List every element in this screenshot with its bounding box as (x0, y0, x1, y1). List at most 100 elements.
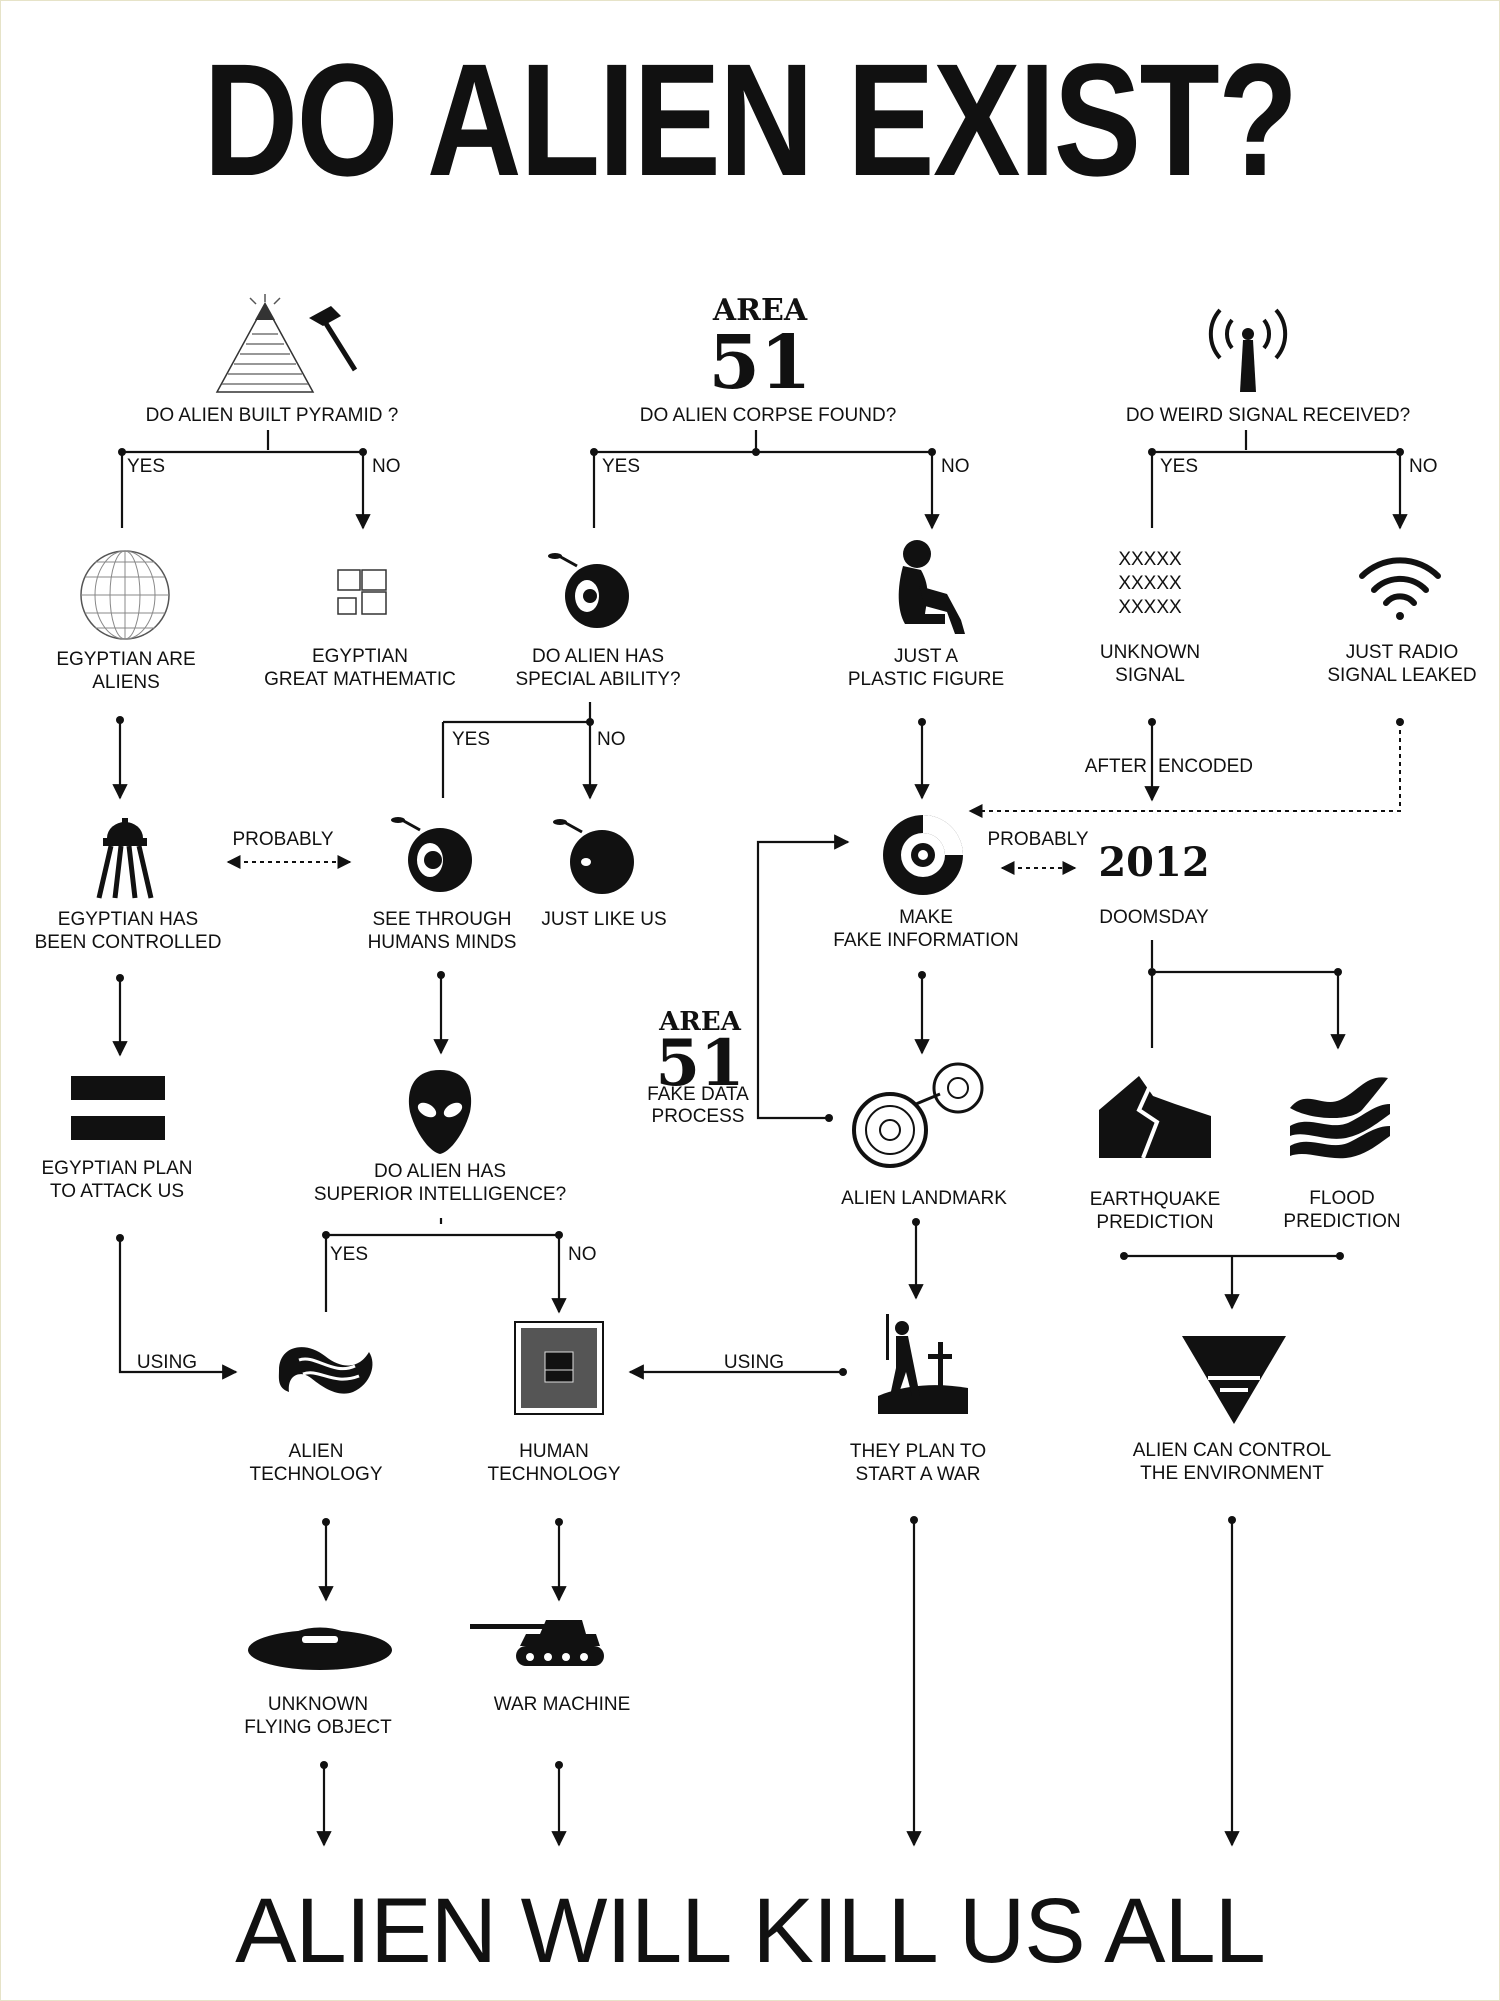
disc-icon (883, 815, 963, 895)
svg-text:YES: YES (1160, 456, 1198, 477)
svg-text:FLOOD: FLOOD (1309, 1188, 1374, 1209)
svg-text:PREDICTION: PREDICTION (1096, 1212, 1213, 1233)
svg-text:NO: NO (941, 456, 970, 477)
svg-text:SIGNAL LEAKED: SIGNAL LEAKED (1327, 665, 1476, 686)
connectors (112, 430, 1404, 1847)
svg-text:NO: NO (372, 456, 401, 477)
svg-text:FAKE DATA: FAKE DATA (647, 1084, 749, 1105)
pyramid-icon (215, 294, 315, 393)
question-pyramid: DO ALIEN BUILT PYRAMID ? (146, 405, 399, 426)
rings-icon (852, 1062, 984, 1168)
connector-pyramid (120, 430, 363, 528)
triangle-icon (1182, 1336, 1286, 1424)
svg-text:FAKE INFORMATION: FAKE INFORMATION (833, 930, 1018, 951)
wifi-icon (1359, 557, 1441, 620)
svg-text:EGYPTIAN: EGYPTIAN (312, 646, 408, 667)
connector-signal (1150, 430, 1400, 528)
svg-text:TECHNOLOGY: TECHNOLOGY (249, 1464, 382, 1485)
ufo-icon (248, 1627, 392, 1670)
svg-text:HUMAN: HUMAN (519, 1441, 589, 1462)
svg-text:PROBABLY: PROBABLY (232, 829, 333, 850)
svg-text:XXXXX: XXXXX (1118, 573, 1182, 594)
question-signal: DO WEIRD SIGNAL RECEIVED? (1126, 405, 1410, 426)
conclusion-text: ALIEN WILL KILL US ALL (235, 1880, 1266, 1982)
svg-text:ALIEN CAN CONTROL: ALIEN CAN CONTROL (1133, 1440, 1331, 1461)
year-2012: 2012 (1098, 839, 1209, 886)
area51-small-icon: AREA 51 (655, 1007, 744, 1101)
svg-text:UNKNOWN: UNKNOWN (268, 1694, 368, 1715)
svg-text:ALIENS: ALIENS (92, 672, 160, 693)
svg-text:PROBABLY: PROBABLY (987, 829, 1088, 850)
svg-text:USING: USING (137, 1352, 197, 1373)
svg-text:DOOMSDAY: DOOMSDAY (1099, 907, 1209, 928)
svg-text:SIGNAL: SIGNAL (1115, 665, 1185, 686)
connector-special (441, 702, 590, 798)
squares-icon (337, 569, 387, 615)
svg-text:XXXXX: XXXXX (1118, 549, 1182, 570)
svg-text:NO: NO (597, 729, 626, 750)
svg-text:FLYING OBJECT: FLYING OBJECT (244, 1717, 392, 1738)
svg-text:ALIEN LANDMARK: ALIEN LANDMARK (841, 1188, 1007, 1209)
svg-text:TO ATTACK US: TO ATTACK US (50, 1181, 184, 1202)
svg-text:AREA: AREA (712, 293, 808, 328)
svg-text:2012: 2012 (1098, 839, 1209, 886)
hammer-icon (309, 306, 358, 372)
svg-text:PLASTIC FIGURE: PLASTIC FIGURE (848, 669, 1004, 690)
alien-eye-icon (391, 817, 472, 892)
svg-text:EGYPTIAN ARE: EGYPTIAN ARE (56, 649, 195, 670)
svg-text:ENCODED: ENCODED (1158, 756, 1253, 777)
labels: DO ALIEN BUILT PYRAMID ? DO ALIEN CORPSE… (35, 405, 1477, 1738)
question-intel: DO ALIEN HAS (374, 1161, 506, 1182)
svg-text:SPECIAL ABILITY?: SPECIAL ABILITY? (515, 669, 680, 690)
svg-text:JUST RADIO: JUST RADIO (1346, 642, 1459, 663)
svg-text:SEE THROUGH: SEE THROUGH (372, 909, 511, 930)
svg-text:XXXXX: XXXXX (1118, 597, 1182, 618)
alien-head-icon (408, 1070, 472, 1154)
svg-text:EARTHQUAKE: EARTHQUAKE (1090, 1189, 1221, 1210)
svg-text:HUMANS MINDS: HUMANS MINDS (368, 932, 517, 953)
tank-icon (470, 1620, 604, 1666)
question-corpse: DO ALIEN CORPSE FOUND? (640, 405, 897, 426)
earthquake-icon (1099, 1076, 1211, 1159)
svg-text:NO: NO (568, 1244, 597, 1265)
alien-eye-icon (553, 819, 634, 894)
connector-intel (324, 1218, 559, 1312)
svg-text:START A WAR: START A WAR (856, 1464, 981, 1485)
signal-text-icon: XXXXX XXXXX XXXXX (1118, 549, 1182, 618)
svg-text:GREAT MATHEMATIC: GREAT MATHEMATIC (264, 669, 456, 690)
svg-text:PREDICTION: PREDICTION (1283, 1211, 1400, 1232)
connector-corpse (592, 430, 932, 528)
svg-text:JUST A: JUST A (894, 646, 958, 667)
svg-text:USING: USING (724, 1352, 784, 1373)
svg-text:EGYPTIAN PLAN: EGYPTIAN PLAN (42, 1158, 193, 1179)
chip-icon (514, 1321, 604, 1415)
svg-text:THE ENVIRONMENT: THE ENVIRONMENT (1140, 1463, 1324, 1484)
svg-text:BEEN CONTROLLED: BEEN CONTROLLED (35, 932, 222, 953)
svg-text:SUPERIOR INTELLIGENCE?: SUPERIOR INTELLIGENCE? (314, 1184, 566, 1205)
area51-icon: AREA 51 (709, 293, 812, 406)
svg-text:YES: YES (602, 456, 640, 477)
flood-icon (1290, 1077, 1390, 1159)
svg-text:PROCESS: PROCESS (652, 1106, 745, 1127)
svg-text:YES: YES (452, 729, 490, 750)
question-special: DO ALIEN HAS (532, 646, 664, 667)
equal-icon (71, 1076, 165, 1140)
svg-text:TECHNOLOGY: TECHNOLOGY (487, 1464, 620, 1485)
svg-text:YES: YES (127, 456, 165, 477)
probe-icon (96, 818, 154, 899)
svg-text:MAKE: MAKE (899, 907, 953, 928)
svg-text:AFTER: AFTER (1085, 756, 1147, 777)
svg-text:ALIEN: ALIEN (289, 1441, 344, 1462)
svg-text:51: 51 (709, 320, 812, 406)
svg-text:JUST LIKE US: JUST LIKE US (541, 909, 666, 930)
alien-eye-icon (548, 553, 629, 628)
globe-icon (80, 550, 170, 640)
svg-text:EGYPTIAN HAS: EGYPTIAN HAS (58, 909, 198, 930)
page-title: DO ALIEN EXIST? (203, 30, 1298, 209)
soldier-icon (878, 1314, 968, 1414)
svg-text:WAR MACHINE: WAR MACHINE (494, 1694, 631, 1715)
antenna-icon (1208, 308, 1288, 392)
svg-text:UNKNOWN: UNKNOWN (1100, 642, 1200, 663)
wave-icon (278, 1347, 373, 1394)
